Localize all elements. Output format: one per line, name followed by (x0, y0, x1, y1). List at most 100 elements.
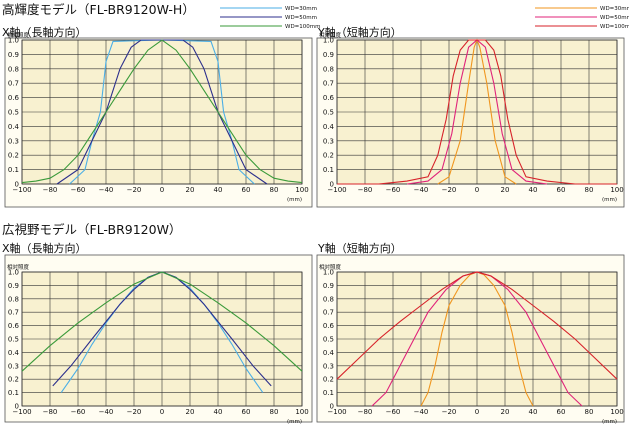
y-tick-label: 0.2 (323, 152, 334, 160)
y-tick-label: 0.1 (323, 166, 334, 174)
y-axis-label: 相対照度 (7, 31, 30, 39)
y-axis-label: 相対照度 (319, 263, 342, 271)
y-tick-label: 0 (15, 181, 19, 189)
charts-group: X軸（長軸方向）相対照度00.10.20.30.40.50.60.70.80.9… (2, 6, 629, 425)
y-tick-label: 0.4 (323, 123, 335, 131)
y-tick-label: 0 (330, 403, 334, 411)
x-unit-label: (mm) (287, 197, 302, 203)
x-tick-label: 60 (557, 186, 566, 194)
y-tick-label: 0.7 (8, 80, 19, 88)
y-tick-label: 0.8 (323, 295, 334, 303)
y-tick-label: 0.2 (8, 376, 19, 384)
chart-subtitle: X軸（長軸方向） (2, 25, 87, 39)
legend-label: WD=30mm (600, 6, 629, 12)
x-tick-label: 40 (214, 186, 223, 194)
y-tick-label: 0.9 (323, 51, 334, 59)
y-axis-label: 相対照度 (319, 31, 342, 39)
y-tick-label: 1.0 (323, 37, 334, 45)
chart-panel-2: Y軸（短軸方向）相対照度 0 0.1 0.2 0.3 0.4 0.5 0.6 0.7 0.8 0.9… (316, 6, 629, 208)
y-tick-label: 0.2 (323, 376, 334, 384)
x-tick-label: 80 (270, 186, 279, 194)
series-line-wd-100mm (21, 271, 303, 372)
x-tick-label: −20 (127, 408, 142, 416)
x-tick-label: 0 (475, 408, 479, 416)
x-tick-label: 80 (585, 186, 594, 194)
x-tick-label: 20 (501, 186, 510, 194)
chart-subtitle: Y軸（短軸方向） (317, 25, 402, 39)
y-tick-label: 0.3 (8, 137, 19, 145)
x-tick-label: 100 (295, 408, 308, 416)
y-tick-label: 1.0 (8, 269, 19, 277)
x-tick-label: −100 (327, 186, 346, 194)
x-tick-label: 0 (160, 186, 164, 194)
x-tick-label: −60 (71, 186, 86, 194)
y-tick-label: 0 (330, 181, 334, 189)
y-tick-label: 0.2 (8, 152, 19, 160)
y-tick-label: 0.1 (8, 166, 19, 174)
x-tick-label: 80 (270, 408, 279, 416)
y-tick-label: 0.9 (8, 51, 19, 59)
y-tick-label: 0.8 (323, 65, 334, 73)
y-tick-label: 0.7 (323, 309, 334, 317)
x-tick-label: −40 (99, 186, 114, 194)
y-tick-label: 0.8 (8, 65, 19, 73)
x-tick-label: −60 (71, 408, 86, 416)
x-tick-label: −60 (386, 408, 401, 416)
x-tick-label: 60 (557, 408, 566, 416)
chart-panel-1: X軸（長軸方向）相対照度 0 0.1 0.2 0.3 0.4 0.5 0.6 0.7 0.8 0.9… (2, 6, 321, 208)
y-tick-label: 0.1 (323, 389, 334, 397)
x-tick-label: −80 (43, 408, 58, 416)
x-unit-label: (mm) (602, 197, 617, 203)
chart-panel-4: Y軸（短軸方向） 相対照度 0 0.1 0.2 0.3 0.4 0.5 0.6 0.7 0.8 0.9… (316, 241, 625, 425)
y-tick-label: 0 (15, 403, 19, 411)
y-tick-label: 0.3 (8, 362, 19, 370)
x-tick-label: −100 (327, 408, 346, 416)
x-tick-label: 100 (295, 186, 308, 194)
x-tick-label: −40 (414, 408, 429, 416)
y-tick-label: 0.5 (8, 109, 19, 117)
x-tick-label: −100 (12, 408, 31, 416)
y-tick-label: 0.4 (8, 349, 20, 357)
y-tick-label: 0.5 (8, 336, 19, 344)
y-tick-label: 0.4 (323, 349, 335, 357)
series-line-wd-100mm (336, 271, 618, 380)
y-tick-label: 0.9 (8, 282, 19, 290)
x-unit-label: (mm) (602, 419, 617, 425)
x-unit-label: (mm) (287, 419, 302, 425)
legend-label: WD=50mm (285, 15, 317, 21)
section-title-high-intensity: 高輝度モデル（FL-BR9120W-H） (2, 2, 195, 17)
x-tick-label: −20 (442, 186, 457, 194)
x-tick-label: 0 (160, 408, 164, 416)
y-tick-label: 0.6 (323, 94, 335, 102)
x-tick-label: 40 (529, 408, 538, 416)
y-tick-label: 1.0 (323, 269, 334, 277)
y-tick-label: 0.1 (8, 389, 19, 397)
y-tick-label: 0.5 (323, 336, 334, 344)
y-tick-label: 0.6 (323, 322, 335, 330)
x-tick-label: −80 (358, 186, 373, 194)
x-tick-label: −100 (12, 186, 31, 194)
y-tick-label: 0.7 (323, 80, 334, 88)
x-tick-label: 20 (501, 408, 510, 416)
x-tick-label: −80 (43, 186, 58, 194)
legend-label: WD=50mm (600, 15, 629, 21)
x-tick-label: −40 (414, 186, 429, 194)
y-tick-label: 0.7 (8, 309, 19, 317)
x-tick-label: 60 (242, 186, 251, 194)
y-tick-label: 0.3 (323, 137, 334, 145)
y-tick-label: 0.9 (323, 282, 334, 290)
legend-label: WD=30mm (285, 6, 317, 12)
x-tick-label: 60 (242, 408, 251, 416)
y-axis-label: 相対照度 (7, 263, 30, 271)
chart-subtitle: X軸（長軸方向） (2, 241, 87, 255)
y-tick-label: 0.3 (323, 362, 334, 370)
section-title-wide-view: 広視野モデル（FL-BR9120W） (2, 222, 181, 237)
x-tick-label: 40 (214, 408, 223, 416)
x-tick-label: −40 (99, 408, 114, 416)
chart-panel-3: X軸（長軸方向） 相対照度 0 0.1 0.2 0.3 0.4 0.5 0.6 0.7 0.8 0.9… (2, 241, 313, 425)
y-tick-label: 0.5 (323, 109, 334, 117)
y-tick-label: 0.6 (8, 94, 20, 102)
series-line-wd-100mm (337, 39, 617, 185)
x-tick-label: 40 (529, 186, 538, 194)
x-tick-label: −80 (358, 408, 373, 416)
